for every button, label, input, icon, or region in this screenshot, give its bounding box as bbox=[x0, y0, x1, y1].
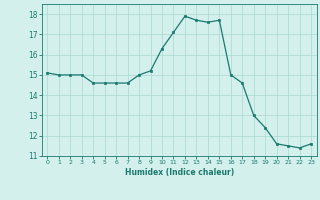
X-axis label: Humidex (Indice chaleur): Humidex (Indice chaleur) bbox=[124, 168, 234, 177]
